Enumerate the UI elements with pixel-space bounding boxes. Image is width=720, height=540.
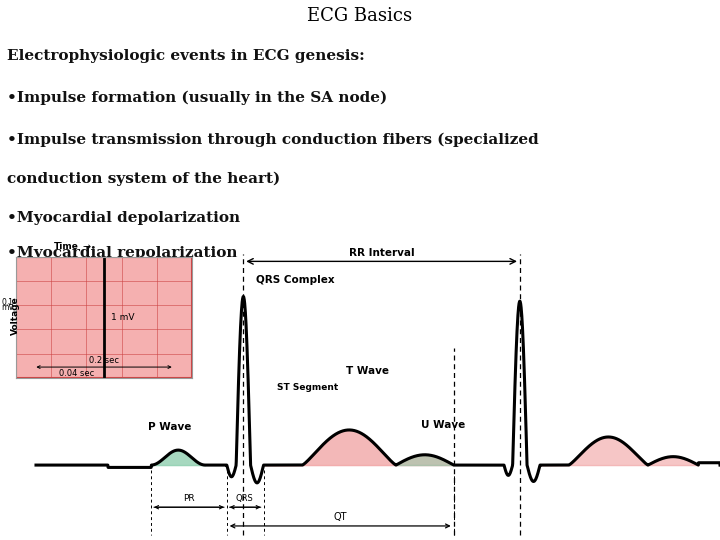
Text: Time: Time (54, 242, 79, 252)
Text: •Myocardial depolarization: •Myocardial depolarization (7, 211, 240, 225)
Text: •Impulse transmission through conduction fibers (specialized: •Impulse transmission through conduction… (7, 133, 539, 147)
Text: P Wave: P Wave (148, 422, 191, 433)
Text: conduction system of the heart): conduction system of the heart) (7, 172, 281, 186)
Text: →: → (83, 242, 91, 252)
Text: QRS: QRS (236, 495, 253, 503)
Text: T Wave: T Wave (346, 366, 389, 376)
Text: 0.04 sec: 0.04 sec (59, 369, 94, 378)
Text: RR Interval: RR Interval (348, 248, 415, 258)
Text: •Impulse formation (usually in the SA node): •Impulse formation (usually in the SA no… (7, 91, 387, 105)
Text: mV: mV (1, 303, 14, 313)
Bar (236, 240, 527, 465)
Text: 0.1: 0.1 (1, 298, 14, 307)
Text: PR: PR (183, 495, 194, 503)
Text: Electrophysiologic events in ECG genesis:: Electrophysiologic events in ECG genesis… (7, 49, 365, 63)
Text: U Wave: U Wave (421, 420, 465, 430)
Text: 1 mV: 1 mV (111, 313, 135, 322)
Text: ST Segment: ST Segment (277, 383, 338, 393)
Text: 0.2 sec: 0.2 sec (89, 356, 119, 364)
Text: Voltage: Voltage (11, 296, 20, 335)
Text: ECG Basics: ECG Basics (307, 8, 413, 25)
Text: •Myocardial repolarization: •Myocardial repolarization (7, 246, 238, 260)
Text: QRS Complex: QRS Complex (256, 275, 334, 286)
Text: QT: QT (333, 512, 346, 522)
